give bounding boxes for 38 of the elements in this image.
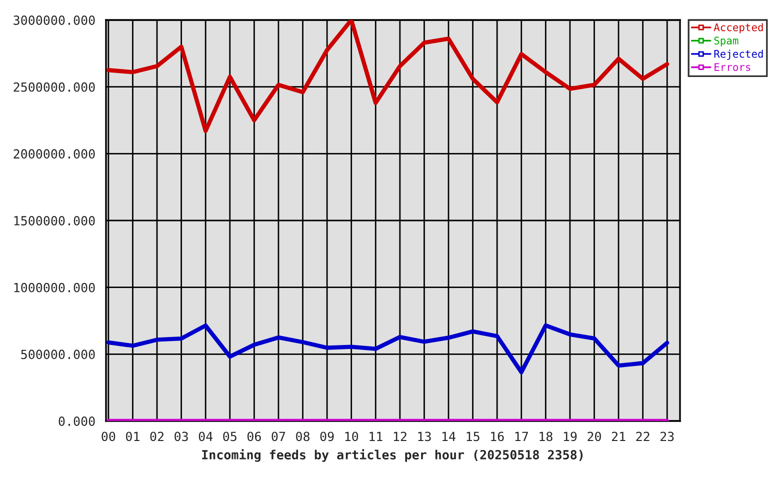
x-tick-label: 14 [442,432,456,441]
y-tick-label: 1000000.000 [14,282,95,292]
x-tick-label: 23 [660,432,674,442]
x-tick-label: 16 [491,432,504,442]
x-tick-label: 18 [540,432,552,442]
x-tick-label: 20 [588,432,601,442]
y-tick-label: 1500000.000 [14,216,95,226]
x-tick-label: 21 [612,432,626,441]
x-tick-label: 04 [198,432,213,442]
y-tick-label: 0.000 [58,416,95,426]
x-tick-label: 00 [102,432,116,442]
x-tick-label: 08 [296,432,310,442]
legend-label: Rejected [714,50,763,60]
x-axis-title: Incoming feeds by articles per hour (20250518 2358) [202,449,583,462]
x-tick-label: 17 [515,432,528,441]
x-tick-label: 02 [150,432,164,442]
x-tick-label: 10 [345,432,358,442]
x-tick-label: 09 [320,432,334,442]
x-tick-label: 03 [174,432,188,442]
legend-label: Errors [714,63,750,72]
x-tick-label: 11 [370,432,382,441]
y-tick-label: 2500000.000 [14,82,95,92]
y-tick-label: 500000.000 [21,350,95,360]
x-tick-label: 13 [418,432,431,442]
x-tick-label: 01 [126,432,140,442]
line-series [106,323,670,374]
x-tick-label: 15 [466,432,480,442]
x-tick-label: 19 [564,432,577,442]
x-tick-label: 12 [394,432,406,441]
legend-label: Accepted [714,23,763,34]
y-tick-label: 3000000.000 [14,16,95,25]
line-series [106,20,670,134]
legend-label: Spam [714,36,738,47]
y-tick-label: 2000000.000 [14,149,95,159]
x-tick-label: 05 [223,432,236,442]
x-tick-label: 22 [636,432,650,441]
x-tick-label: 06 [247,432,261,442]
x-tick-label: 07 [272,432,286,442]
